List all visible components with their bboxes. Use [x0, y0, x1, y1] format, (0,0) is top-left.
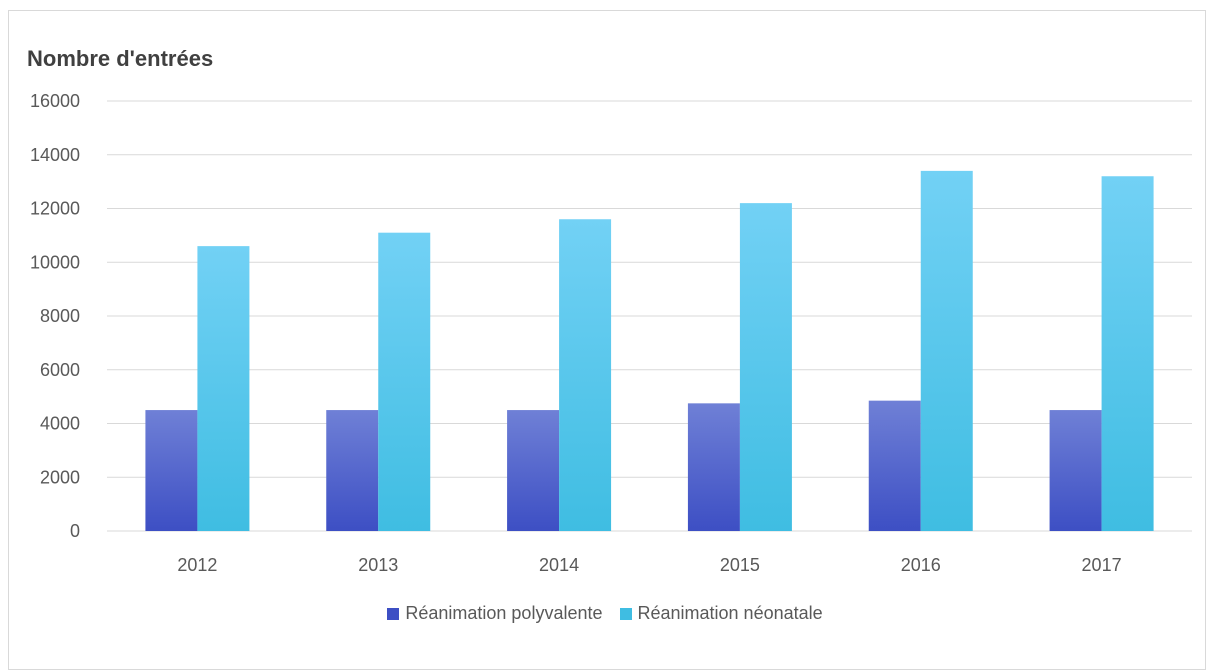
x-tick-label: 2012	[177, 555, 217, 575]
legend-label-series-1: Réanimation polyvalente	[405, 603, 603, 623]
bar-series-1-2012	[145, 410, 198, 531]
x-tick-label: 2013	[358, 555, 398, 575]
y-tick-label: 0	[70, 521, 80, 541]
chart-plot: 0 2000 4000 6000 8000 10000 12000 14000 16000 20…	[30, 91, 1192, 575]
bar-series-2-2017	[1101, 176, 1154, 531]
y-tick-label: 12000	[30, 199, 80, 219]
bar-series-1-2013	[326, 410, 379, 531]
y-tick-label: 14000	[30, 145, 80, 165]
x-tick-label: 2017	[1082, 555, 1122, 575]
bar-series-1-2017	[1049, 410, 1102, 531]
bar-series-2-2015	[739, 203, 792, 531]
x-tick-label: 2015	[720, 555, 760, 575]
y-tick-label: 8000	[40, 306, 80, 326]
x-tick-label: 2014	[539, 555, 579, 575]
legend: Réanimation polyvalente Réanimation néon…	[0, 603, 1210, 625]
x-tick-label: 2016	[901, 555, 941, 575]
legend-swatch-series-2	[619, 607, 632, 620]
bar-series-1-2015	[687, 403, 740, 531]
bar-series-2-2013	[378, 232, 431, 531]
legend-label-series-2: Réanimation néonatale	[637, 603, 823, 623]
legend-item-series-2: Réanimation néonatale	[619, 603, 823, 624]
bar-series-2-2012	[197, 246, 250, 531]
bar-series-1-2016	[868, 400, 921, 531]
chart-title: Nombre d'entrées	[27, 46, 214, 71]
bar-series-2-2014	[559, 219, 612, 531]
y-tick-label: 2000	[40, 467, 80, 487]
grid-lines	[107, 100, 1192, 532]
y-tick-label: 4000	[40, 414, 80, 434]
legend-swatch-series-1	[387, 607, 400, 620]
y-tick-label: 16000	[30, 91, 80, 111]
bar-series-2-2016	[920, 170, 973, 531]
bars	[145, 170, 1154, 531]
y-tick-label: 6000	[40, 360, 80, 380]
bar-series-1-2014	[507, 410, 560, 531]
x-axis-ticks: 2012 2013 2014 2015 2016 2017	[177, 555, 1121, 575]
legend-item-series-1: Réanimation polyvalente	[387, 603, 602, 624]
y-axis-ticks: 0 2000 4000 6000 8000 10000 12000 14000 16000	[30, 91, 80, 541]
y-tick-label: 10000	[30, 252, 80, 272]
